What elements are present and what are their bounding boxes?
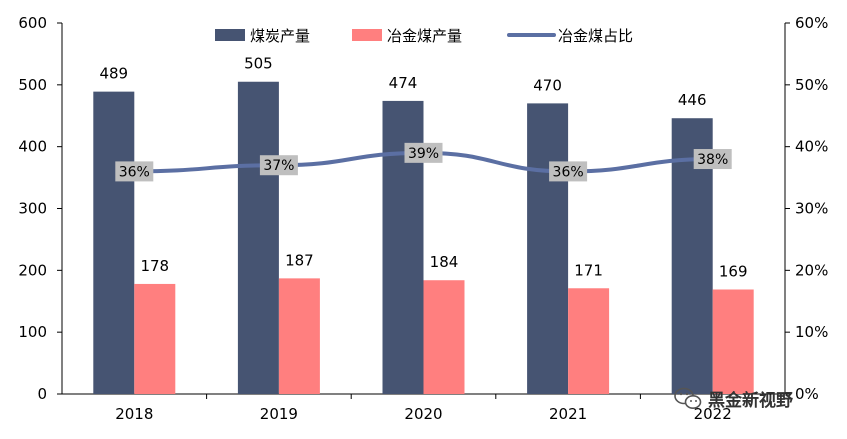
bar-met-coal (712, 289, 754, 394)
legend-swatch (215, 29, 245, 41)
bar-value-label: 470 (533, 76, 562, 94)
y-left-tick-label: 0 (37, 385, 47, 403)
watermark: 黑金新视野 (674, 387, 793, 411)
legend-swatch (352, 29, 382, 41)
legend-label: 煤炭产量 (250, 27, 310, 45)
ratio-label: 36% (119, 164, 150, 180)
watermark-text: 黑金新视野 (708, 390, 793, 411)
ratio-label: 38% (697, 152, 728, 168)
x-tick-label: 2022 (694, 405, 732, 423)
bars (93, 81, 754, 395)
ratio-label: 37% (263, 158, 294, 174)
y-right-tick-label: 60% (795, 14, 828, 32)
y-right-tick-label: 30% (795, 200, 828, 218)
x-tick-label: 2018 (115, 405, 153, 423)
ratio-label: 36% (553, 164, 584, 180)
bar-met-coal (568, 288, 610, 394)
bar-value-label: 187 (285, 251, 314, 269)
y-right-tick-label: 50% (795, 76, 828, 94)
legend-label: 冶金煤占比 (558, 27, 633, 45)
ratio-label: 39% (408, 146, 439, 162)
y-left-tick-label: 200 (18, 261, 47, 279)
y-left-tick-label: 100 (18, 323, 47, 341)
ratio-label-box (693, 149, 732, 170)
ratio-label-box (115, 161, 154, 182)
y-left-tick-label: 600 (18, 14, 47, 32)
data-labels: 489 505 474 470 446 178 187 184 171 169 36% 37% 39% 3… (99, 55, 747, 281)
bar-value-label: 505 (244, 55, 273, 73)
ratio-label-box (549, 161, 588, 182)
bar-value-label: 171 (574, 261, 603, 279)
bar-value-label: 474 (389, 74, 418, 92)
x-tick-label: 2019 (260, 405, 298, 423)
y-left-tick-label: 400 (18, 138, 47, 156)
bar-value-label: 489 (99, 65, 128, 83)
y-right-tick-label: 20% (795, 261, 828, 279)
bar-value-label: 178 (140, 257, 169, 275)
ratio-label-box (259, 155, 298, 176)
bar-coal (93, 91, 135, 394)
y-right-tick-label: 40% (795, 138, 828, 156)
bar-value-label: 446 (678, 91, 707, 109)
bar-coal (527, 103, 569, 394)
bar-value-label: 184 (430, 253, 459, 271)
bar-met-coal (278, 278, 320, 394)
legend-label: 冶金煤产量 (387, 27, 462, 45)
bar-coal (237, 81, 279, 394)
ratio-label-box (404, 142, 443, 163)
wechat-icon (674, 387, 702, 409)
bar-met-coal (134, 283, 176, 394)
bar-met-coal (423, 280, 465, 394)
x-tick-label: 2021 (549, 405, 587, 423)
bar-value-label: 169 (719, 263, 748, 281)
axes: 0 100 200 300 400 500 600 0% 10% 20% 30% 40% 50% 60% 2… (18, 14, 828, 423)
x-tick-label: 2020 (404, 405, 442, 423)
y-right-tick-label: 0% (795, 385, 819, 403)
y-left-tick-label: 300 (18, 200, 47, 218)
y-left-tick-label: 500 (18, 76, 47, 94)
y-right-tick-label: 10% (795, 323, 828, 341)
legend: 煤炭产量 冶金煤产量 冶金煤占比 (215, 27, 633, 45)
